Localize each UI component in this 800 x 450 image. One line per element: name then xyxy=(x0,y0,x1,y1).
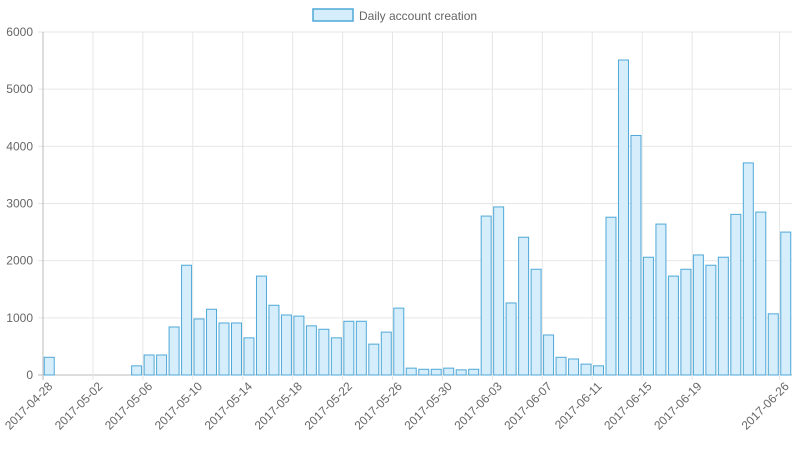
bar xyxy=(368,343,380,376)
bar xyxy=(630,134,642,376)
bar xyxy=(717,256,729,376)
x-tick-label: 2017-06-15 xyxy=(601,379,655,433)
bar xyxy=(568,358,580,376)
bar xyxy=(143,354,155,376)
bar xyxy=(168,326,180,376)
bar xyxy=(318,328,330,376)
y-tick-label: 2000 xyxy=(6,254,33,268)
bar xyxy=(755,211,767,376)
bar xyxy=(443,367,455,376)
y-tick-label: 1000 xyxy=(6,311,33,325)
legend-swatch xyxy=(312,8,354,22)
bar xyxy=(555,356,567,376)
x-tick-label: 2017-05-26 xyxy=(352,379,406,433)
bar xyxy=(680,268,692,376)
bar xyxy=(468,368,480,376)
bar xyxy=(218,322,230,376)
bar xyxy=(742,162,754,376)
bar xyxy=(380,331,392,376)
bar xyxy=(343,320,355,376)
legend-label: Daily account creation xyxy=(359,9,477,23)
bar xyxy=(243,337,255,376)
x-tick-label: 2017-06-26 xyxy=(739,379,793,433)
x-tick-label: 2017-05-22 xyxy=(302,379,356,433)
bar xyxy=(355,320,367,376)
x-tick-label: 2017-05-02 xyxy=(52,379,106,433)
x-tick-label: 2017-06-07 xyxy=(501,379,555,433)
x-tick-label: 2017-06-19 xyxy=(651,379,705,433)
bar xyxy=(605,216,617,376)
bar xyxy=(193,318,205,376)
bar xyxy=(280,314,292,376)
bar xyxy=(767,313,779,376)
bar xyxy=(230,322,242,376)
y-tick-label: 0 xyxy=(26,368,33,382)
bar xyxy=(455,369,467,376)
bar xyxy=(505,302,517,376)
bar xyxy=(667,275,679,376)
y-tick-label: 4000 xyxy=(6,139,33,153)
bar xyxy=(692,254,704,376)
bar xyxy=(268,304,280,376)
x-tick-label: 2017-05-06 xyxy=(102,379,156,433)
bar xyxy=(593,365,605,376)
bar xyxy=(43,356,55,376)
x-tick-label: 2017-05-30 xyxy=(402,379,456,433)
x-tick-label: 2017-06-03 xyxy=(451,379,505,433)
bar xyxy=(393,307,405,376)
bar xyxy=(480,215,492,376)
y-tick-label: 5000 xyxy=(6,82,33,96)
bar xyxy=(156,354,168,376)
bar xyxy=(418,368,430,376)
bar xyxy=(255,275,267,376)
bar xyxy=(305,325,317,376)
bar xyxy=(181,264,193,376)
x-tick-label: 2017-06-11 xyxy=(552,379,605,432)
bar xyxy=(518,236,530,376)
y-tick-label: 6000 xyxy=(6,25,33,39)
bar xyxy=(131,365,143,376)
bar xyxy=(530,268,542,376)
x-tick-label: 2017-04-28 xyxy=(2,379,56,433)
bar xyxy=(642,256,654,376)
bar xyxy=(730,213,742,376)
bar xyxy=(543,334,555,376)
bar xyxy=(206,308,218,376)
bar xyxy=(293,315,305,376)
bar xyxy=(493,206,505,376)
x-tick-label: 2017-05-14 xyxy=(202,379,256,433)
bar xyxy=(780,231,792,376)
bar xyxy=(655,223,667,376)
x-tick-label: 2017-05-18 xyxy=(252,379,306,433)
bar xyxy=(330,337,342,376)
bar xyxy=(430,368,442,376)
x-tick-label: 2017-05-10 xyxy=(152,379,206,433)
y-tick-label: 3000 xyxy=(6,197,33,211)
bar xyxy=(405,367,417,376)
bar xyxy=(617,59,629,376)
bar xyxy=(580,363,592,376)
bar xyxy=(705,264,717,376)
